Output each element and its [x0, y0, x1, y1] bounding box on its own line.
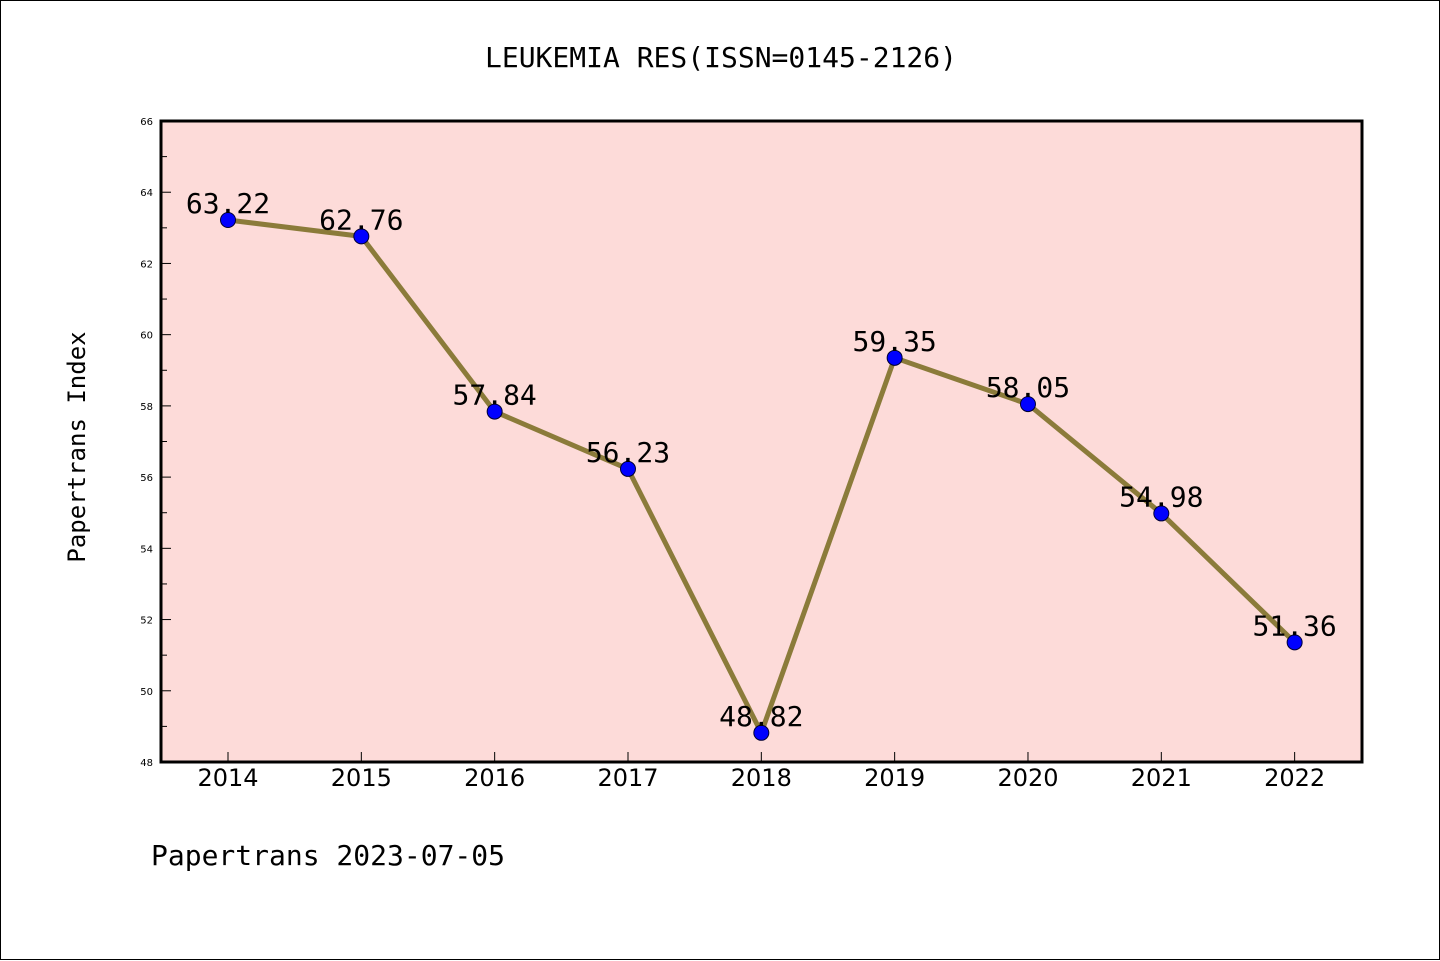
- data-label: 56.23: [586, 436, 670, 469]
- chart-title: LEUKEMIA RES(ISSN=0145-2126): [485, 41, 957, 74]
- y-axis-ticks: [161, 120, 171, 763]
- data-label: 54.98: [1119, 480, 1203, 513]
- x-axis-ticks: [227, 752, 1296, 762]
- series-group: [220, 211, 1303, 741]
- x-tick-label: 2022: [1264, 764, 1325, 792]
- y-axis-label: Papertrans Index: [63, 331, 91, 562]
- x-tick-label: 2017: [597, 764, 658, 792]
- data-point-marker: [486, 403, 503, 420]
- data-point-marker: [753, 724, 770, 741]
- data-point-marker: [220, 211, 236, 228]
- x-tick-label: 2018: [731, 764, 792, 792]
- data-point-marker: [619, 460, 636, 477]
- y-tick-label: 66: [140, 117, 153, 128]
- data-label: 57.84: [453, 379, 537, 412]
- y-tick-label: 52: [140, 616, 153, 627]
- footer-credit: Papertrans 2023-07-05: [151, 839, 505, 872]
- data-label: 59.35: [853, 325, 937, 358]
- x-tick-label: 2019: [864, 764, 925, 792]
- data-label: 62.76: [319, 203, 403, 236]
- y-tick-label: 60: [140, 331, 153, 342]
- x-tick-label: 2014: [197, 764, 258, 792]
- y-tick-label: 56: [140, 473, 153, 484]
- x-tick-label: 2020: [997, 764, 1058, 792]
- data-label: 51.36: [1252, 609, 1336, 642]
- data-point-marker: [1286, 634, 1303, 651]
- data-label: 63.22: [186, 187, 270, 220]
- y-tick-label: 48: [140, 758, 153, 769]
- y-axis-tick-labels: 48 50 52 54 56 58 60 62 64 66: [140, 117, 153, 769]
- x-tick-label: 2021: [1131, 764, 1192, 792]
- data-point-marker: [886, 349, 903, 366]
- data-label: 58.05: [986, 371, 1070, 404]
- y-tick-label: 62: [140, 259, 153, 270]
- data-labels-group: 63.22 62.76 57.84 56.23 48.82 59.35 58.05 54.98…: [186, 187, 1337, 733]
- y-tick-label: 58: [140, 402, 153, 413]
- x-axis-tick-labels: 2014 2015 2016 2017 2018 2019 2020 2021 2022: [197, 764, 1325, 792]
- data-point-marker: [1153, 505, 1170, 522]
- x-tick-label: 2015: [331, 764, 392, 792]
- x-tick-label: 2016: [464, 764, 525, 792]
- data-point-marker: [353, 228, 370, 245]
- data-label: 48.82: [719, 700, 803, 733]
- data-point-marker: [1019, 396, 1036, 413]
- y-tick-label: 64: [140, 188, 153, 199]
- plot-area: [159, 119, 1364, 764]
- y-tick-label: 54: [140, 544, 153, 555]
- y-tick-label: 50: [140, 687, 153, 698]
